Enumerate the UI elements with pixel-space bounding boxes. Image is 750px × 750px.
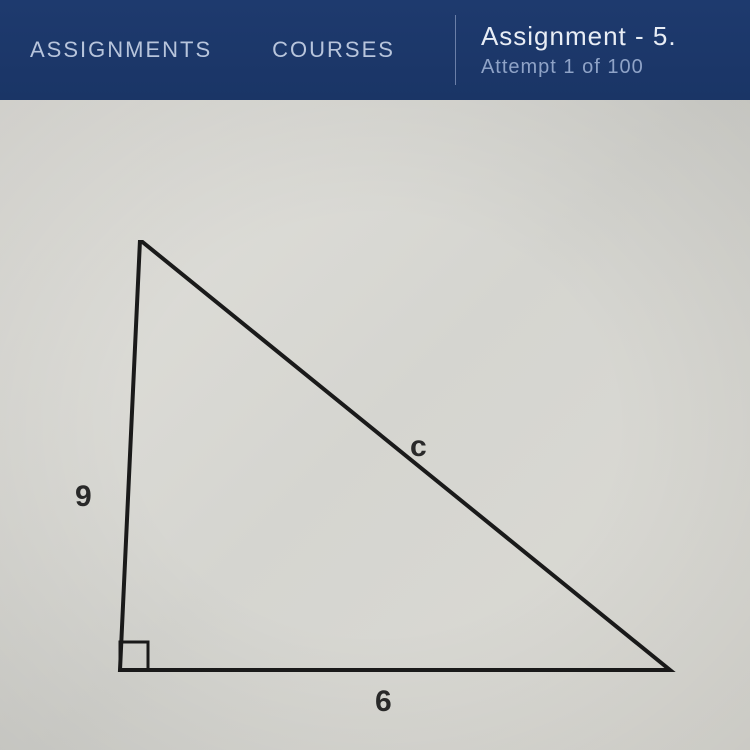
triangle-svg (110, 240, 690, 690)
app-header: ASSIGNMENTS COURSES Assignment - 5. Atte… (0, 0, 750, 100)
label-left-leg: 9 (75, 480, 92, 514)
nav-courses[interactable]: COURSES (242, 37, 425, 63)
right-angle-marker (120, 642, 148, 670)
label-bottom-leg: 6 (375, 685, 392, 719)
triangle-shape (120, 240, 670, 670)
triangle-diagram: 9 c 6 (110, 240, 690, 695)
assignment-info: Assignment - 5. Attempt 1 of 100 (456, 21, 677, 79)
nav-assignments[interactable]: ASSIGNMENTS (0, 37, 242, 63)
assignment-title: Assignment - 5. (481, 21, 677, 52)
content-area: 9 c 6 (0, 100, 750, 750)
attempt-counter: Attempt 1 of 100 (481, 56, 677, 79)
label-hypotenuse: c (410, 430, 427, 464)
